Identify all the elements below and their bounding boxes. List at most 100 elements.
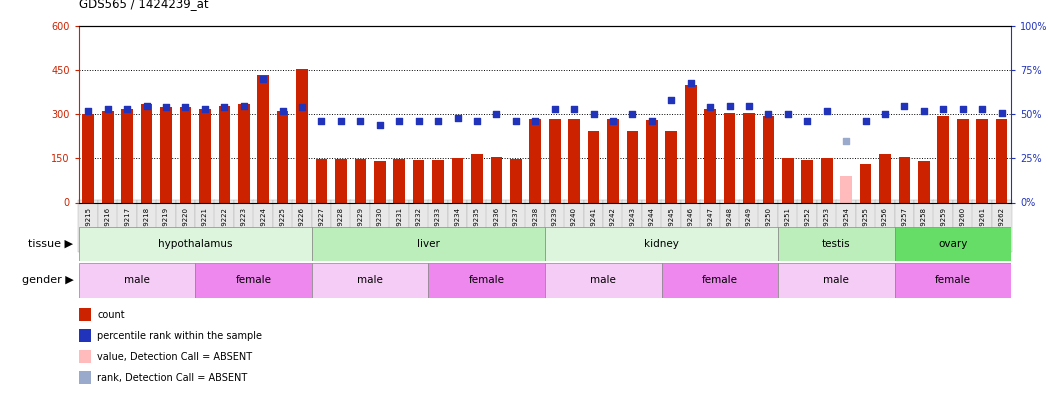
Bar	[312, 263, 429, 298]
Text: ovary: ovary	[938, 239, 967, 249]
Bar	[79, 263, 195, 298]
Point	[741, 102, 758, 109]
Point	[352, 118, 369, 125]
Bar	[545, 263, 661, 298]
Point	[585, 111, 602, 118]
Text: female: female	[468, 275, 505, 286]
Bar	[684, 85, 697, 202]
Bar	[297, 69, 308, 202]
Bar	[179, 107, 192, 202]
Point	[255, 76, 271, 83]
Text: liver: liver	[417, 239, 440, 249]
Point	[488, 111, 505, 118]
Bar	[977, 119, 988, 202]
Point	[391, 118, 408, 125]
Bar	[661, 263, 778, 298]
Point	[916, 108, 933, 114]
Bar	[568, 119, 580, 202]
Point	[837, 138, 854, 144]
Bar	[354, 159, 366, 202]
Text: male: male	[590, 275, 616, 286]
Bar	[238, 104, 249, 202]
Bar	[840, 176, 852, 202]
Point	[118, 106, 135, 112]
Bar	[529, 119, 541, 202]
Point	[371, 122, 388, 128]
Point	[896, 102, 913, 109]
Bar	[429, 263, 545, 298]
Bar	[879, 154, 891, 202]
Bar	[898, 157, 911, 202]
Point	[818, 108, 835, 114]
Bar	[452, 158, 463, 202]
Point	[876, 111, 893, 118]
Bar	[588, 130, 599, 202]
Bar	[778, 263, 895, 298]
Bar	[374, 161, 386, 202]
Point	[80, 108, 96, 114]
Point	[974, 106, 990, 112]
Bar	[472, 154, 483, 202]
Text: testis: testis	[822, 239, 851, 249]
Text: value, Detection Call = ABSENT: value, Detection Call = ABSENT	[97, 352, 253, 362]
Text: female: female	[702, 275, 738, 286]
Bar	[704, 109, 716, 202]
Point	[157, 104, 174, 111]
Point	[857, 118, 874, 125]
Bar	[277, 111, 288, 202]
Bar	[549, 119, 561, 202]
Point	[450, 115, 466, 121]
Bar	[938, 116, 949, 202]
Bar	[413, 160, 424, 202]
Point	[100, 106, 116, 112]
Bar	[627, 130, 638, 202]
Point	[430, 118, 446, 125]
Point	[663, 97, 680, 104]
Point	[177, 104, 194, 111]
Bar	[335, 159, 347, 202]
Point	[527, 118, 544, 125]
Point	[507, 118, 524, 125]
Bar	[393, 159, 405, 202]
Point	[566, 106, 583, 112]
Point	[410, 118, 427, 125]
Point	[546, 106, 563, 112]
Text: male: male	[357, 275, 383, 286]
Text: GDS565 / 1424239_at: GDS565 / 1424239_at	[79, 0, 209, 10]
Point	[682, 79, 699, 86]
Text: tissue ▶: tissue ▶	[28, 239, 73, 249]
Text: hypothalamus: hypothalamus	[158, 239, 233, 249]
Bar	[724, 113, 736, 202]
Point	[721, 102, 738, 109]
Text: rank, Detection Call = ABSENT: rank, Detection Call = ABSENT	[97, 373, 247, 383]
Bar	[782, 158, 793, 202]
Bar	[195, 263, 312, 298]
Point	[313, 118, 330, 125]
Point	[236, 102, 253, 109]
Point	[275, 108, 291, 114]
Bar	[957, 119, 968, 202]
Text: male: male	[124, 275, 150, 286]
Point	[332, 118, 349, 125]
Bar	[140, 104, 152, 202]
Point	[197, 106, 214, 112]
Bar	[821, 158, 832, 202]
Point	[624, 111, 640, 118]
Bar	[83, 113, 94, 202]
Bar	[312, 227, 545, 261]
Text: kidney: kidney	[645, 239, 679, 249]
Bar	[432, 160, 444, 202]
Bar	[895, 227, 1011, 261]
Point	[935, 106, 952, 112]
Point	[468, 118, 485, 125]
Point	[799, 118, 815, 125]
Bar	[646, 120, 658, 202]
Text: percentile rank within the sample: percentile rank within the sample	[97, 331, 262, 341]
Point	[994, 109, 1010, 116]
Bar	[743, 113, 755, 202]
Bar	[122, 109, 133, 202]
Bar	[490, 157, 502, 202]
Bar	[315, 159, 327, 202]
Bar	[665, 130, 677, 202]
Point	[955, 106, 971, 112]
